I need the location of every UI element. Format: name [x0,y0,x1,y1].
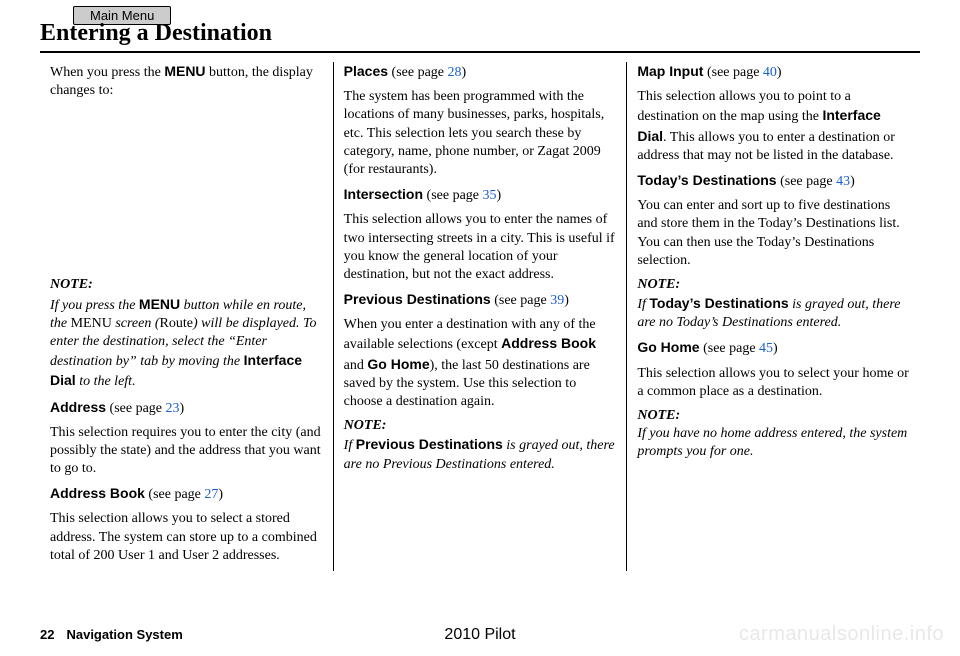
section-title: Places [344,63,388,79]
bold-fragment: Address Book [501,335,596,351]
page-link[interactable]: 27 [204,487,218,502]
screenshot-placeholder [50,106,323,276]
document-model: 2010 Pilot [444,626,515,644]
text-fragment: When you press the [50,65,164,80]
page-link[interactable]: 28 [448,65,462,80]
note-block: NOTE: If you have no home address entere… [637,407,910,462]
seepage-text: (see page [703,65,762,80]
header-divider [40,51,920,53]
seepage-text: (see page [388,65,447,80]
seepage-close: ) [777,65,782,80]
page-title: Entering a Destination [40,20,272,47]
section-title: Today’s Destinations [637,172,776,188]
note-block: NOTE: If you press the MENU button while… [50,276,323,391]
today-body: You can enter and sort up to five destin… [637,197,910,270]
page-link[interactable]: 43 [836,174,850,189]
section-title: Previous Destinations [344,291,491,307]
page-link[interactable]: 45 [759,341,773,356]
page-number: 22 [40,627,54,642]
mapinput-heading: Map Input (see page 40) [637,62,910,82]
page-link[interactable]: 40 [763,65,777,80]
page-link[interactable]: 23 [166,401,180,416]
seepage-close: ) [218,487,223,502]
intro-text: When you press the MENU button, the disp… [50,62,323,100]
note-block: NOTE: If Today’s Destinations is grayed … [637,276,910,333]
bold-fragment: Today’s Destinations [649,295,788,311]
bold-fragment: Previous Destinations [356,436,503,452]
mapinput-body: This selection allows you to point to a … [637,88,910,165]
content-columns: When you press the MENU button, the disp… [40,62,920,571]
note-body: If Previous Destinations is grayed out, … [344,438,615,471]
text-fragment: screen ( [112,316,160,331]
today-heading: Today’s Destinations (see page 43) [637,171,910,191]
seepage-text: (see page [777,174,836,189]
bold-fragment: Go Home [367,356,429,372]
menu-bold: MENU [139,296,180,312]
note-label: NOTE: [637,408,680,423]
address-body: This selection requires you to enter the… [50,424,323,479]
column-1: When you press the MENU button, the disp… [40,62,333,571]
text-fragment: If [344,438,356,453]
menu-word: MENU [71,316,112,331]
places-heading: Places (see page 28) [344,62,617,82]
menu-bold: MENU [164,63,205,79]
route-word: Route [160,316,193,331]
note-body: If you press the MENU button while en ro… [50,298,317,390]
abook-body: This selection allows you to select a st… [50,510,323,565]
seepage-close: ) [497,188,502,203]
note-body: If you have no home address entered, the… [637,426,907,459]
seepage-text: (see page [700,341,759,356]
seepage-close: ) [564,293,569,308]
note-body: If Today’s Destinations is grayed out, t… [637,297,900,330]
section-title: Map Input [637,63,703,79]
section-title: Intersection [344,186,423,202]
page-link[interactable]: 39 [550,293,564,308]
section-title: Address Book [50,485,145,501]
note-label: NOTE: [344,418,387,433]
text-fragment: . This allows you to enter a destination… [637,130,895,163]
text-fragment: If [637,297,649,312]
intersection-heading: Intersection (see page 35) [344,185,617,205]
seepage-text: (see page [491,293,550,308]
section-title: Go Home [637,339,699,355]
seepage-close: ) [180,401,185,416]
page-link[interactable]: 35 [483,188,497,203]
text-fragment: If you press the [50,298,139,313]
intersection-body: This selection allows you to enter the n… [344,211,617,284]
section-title: Address [50,399,106,415]
note-label: NOTE: [50,277,93,292]
address-heading: Address (see page 23) [50,398,323,418]
seepage-close: ) [773,341,778,356]
seepage-close: ) [850,174,855,189]
places-body: The system has been programmed with the … [344,88,617,179]
text-fragment: to the left. [76,374,136,389]
text-fragment: and [344,358,368,373]
abook-heading: Address Book (see page 27) [50,484,323,504]
column-3: Map Input (see page 40) This selection a… [626,62,920,571]
gohome-body: This selection allows you to select your… [637,365,910,401]
section-name: Navigation System [66,627,182,642]
prevdest-heading: Previous Destinations (see page 39) [344,290,617,310]
note-label: NOTE: [637,277,680,292]
seepage-close: ) [462,65,467,80]
text-fragment: This selection allows you to point to a … [637,89,850,124]
column-2: Places (see page 28) The system has been… [333,62,627,571]
prevdest-body: When you enter a destination with any of… [344,316,617,411]
gohome-heading: Go Home (see page 45) [637,338,910,358]
seepage-text: (see page [106,401,165,416]
note-block: NOTE: If Previous Destinations is grayed… [344,417,617,474]
watermark: carmanualsonline.info [739,623,944,646]
seepage-text: (see page [423,188,482,203]
seepage-text: (see page [145,487,204,502]
